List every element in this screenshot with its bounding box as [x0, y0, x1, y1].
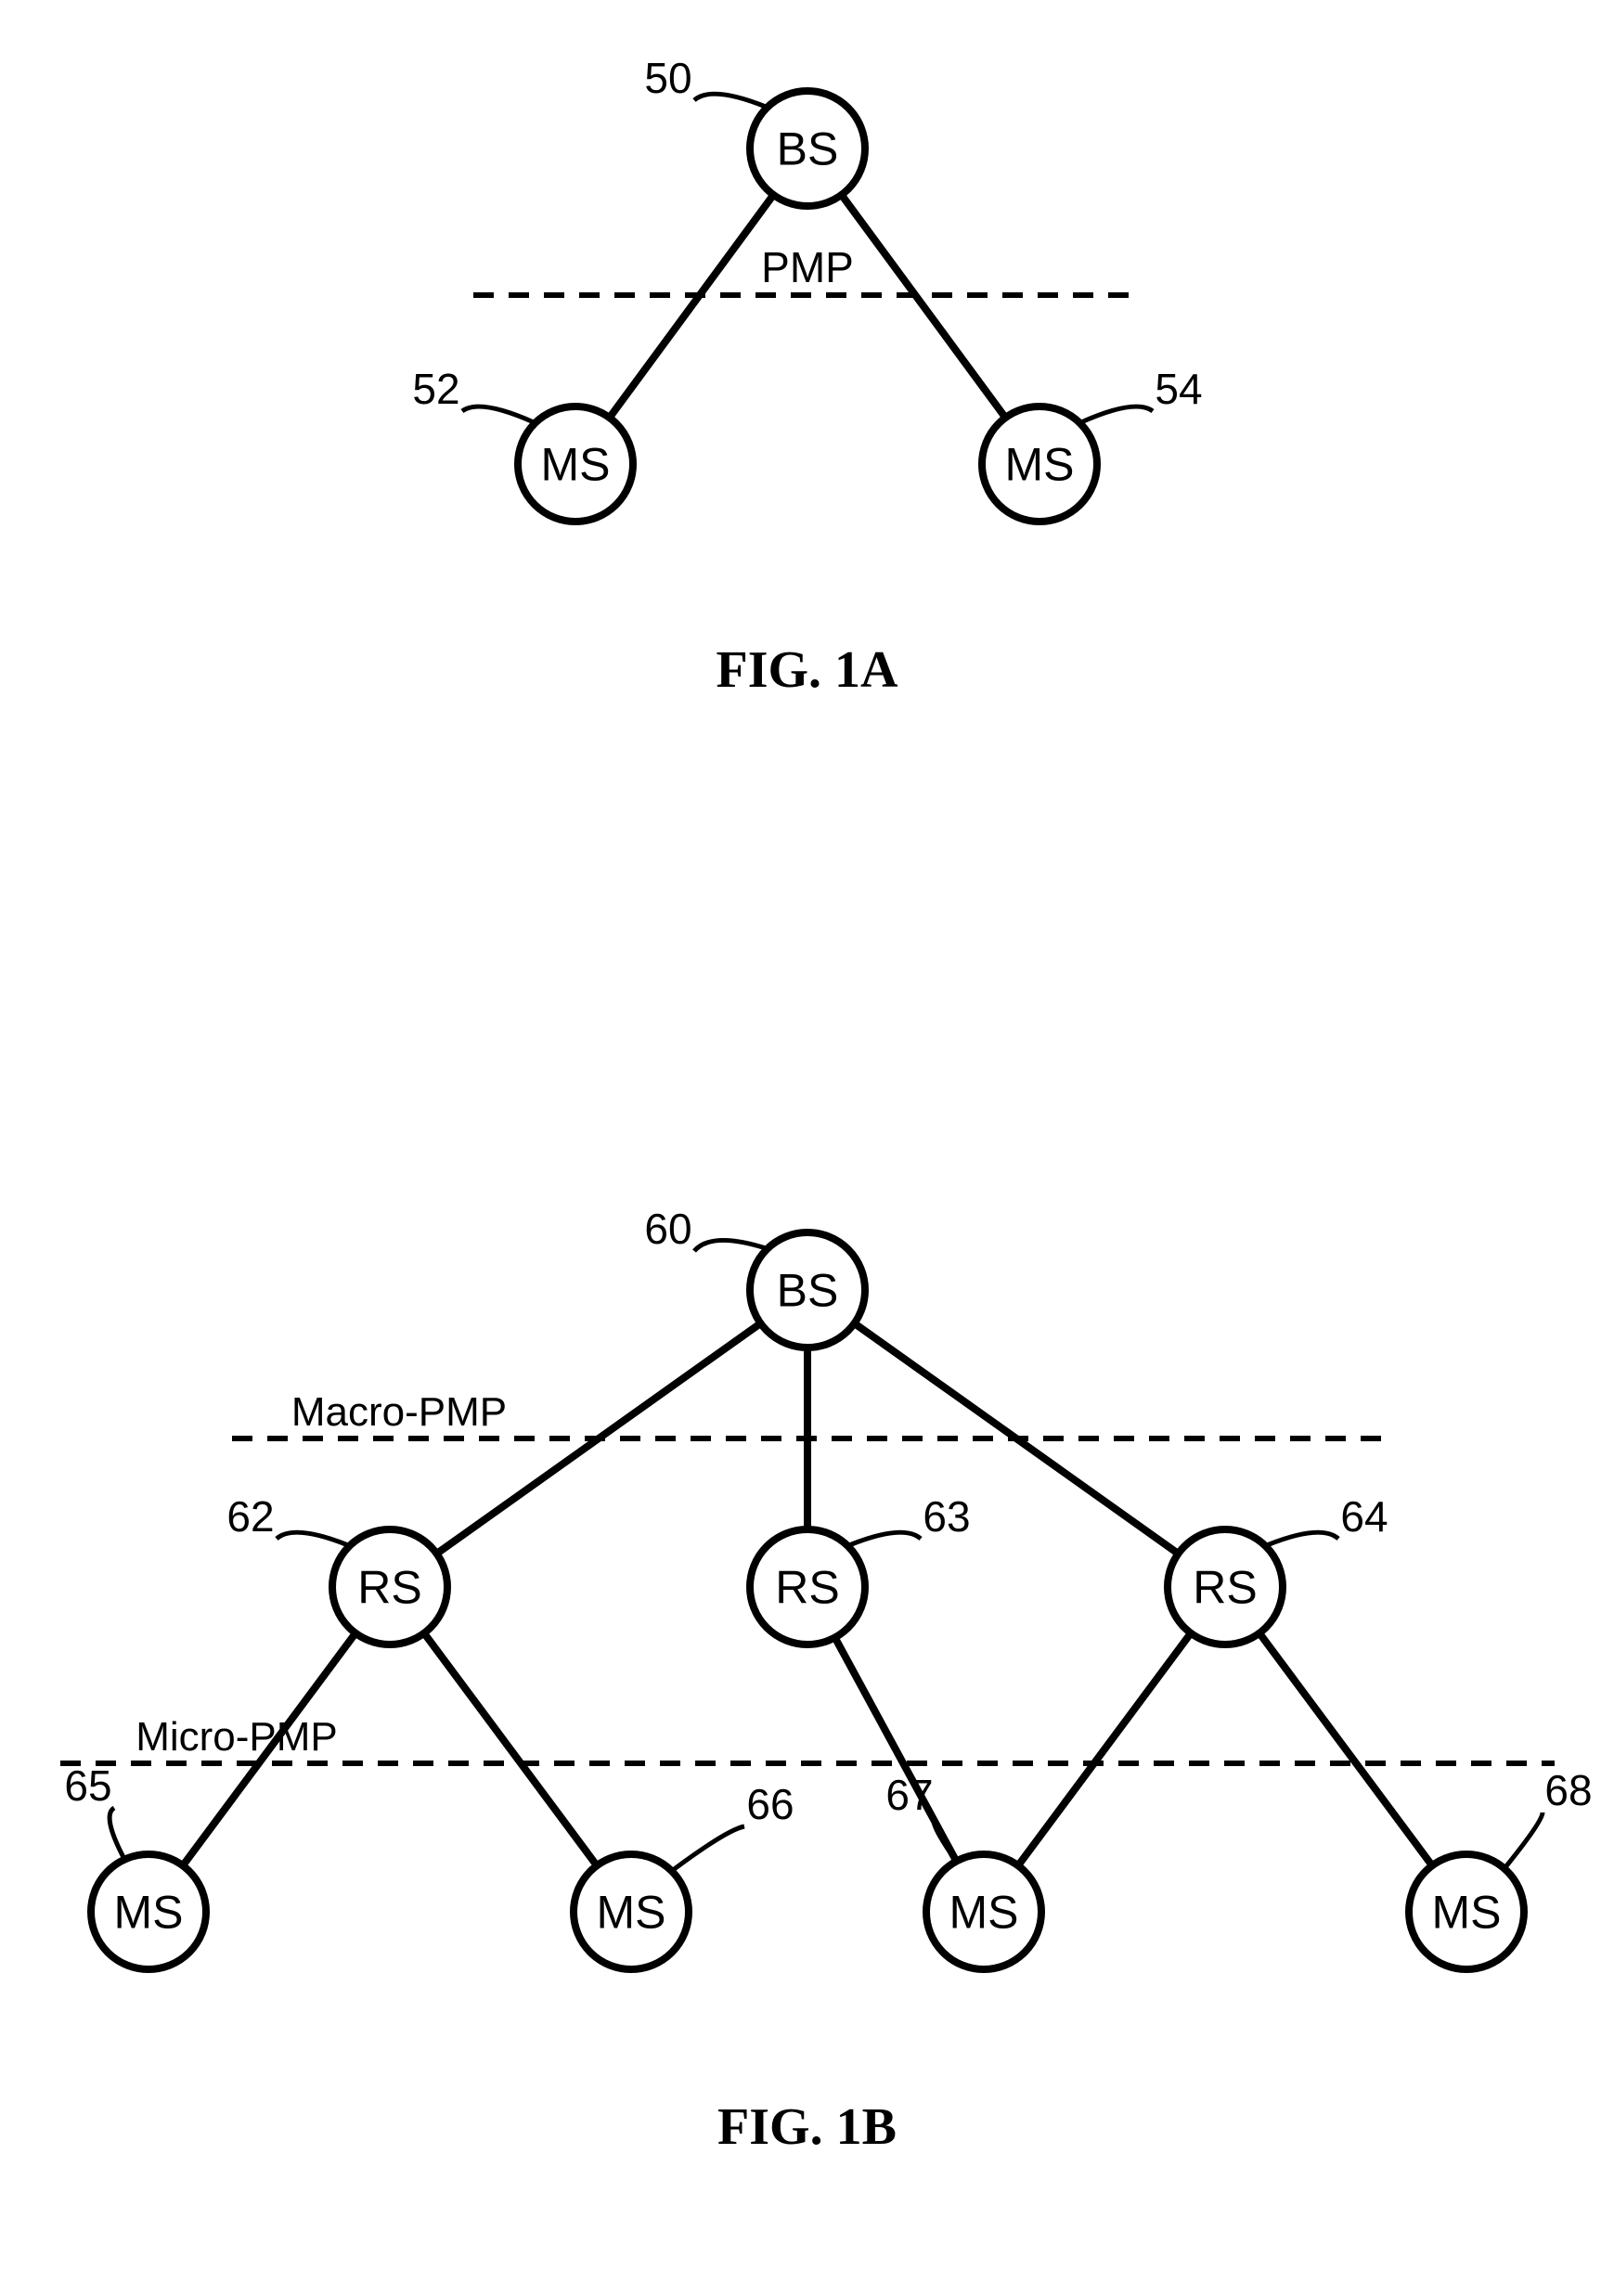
node-label: RS [357, 1562, 421, 1614]
ref-leader [1267, 1532, 1338, 1545]
edge [1259, 1633, 1432, 1865]
node-label: MS [949, 1887, 1019, 1939]
node-label: RS [775, 1562, 839, 1614]
ref-number: 65 [64, 1761, 111, 1810]
node-label: RS [1193, 1562, 1257, 1614]
ref-leader [110, 1808, 125, 1861]
divider-label: PMP [761, 243, 854, 291]
fig-1b-svg: Macro-PMP Micro-PMP BS 60 RS 62 RS 63 RS 64 MS 65 MS… [0, 1197, 1614, 2014]
divider-label: Macro-PMP [291, 1389, 507, 1435]
ref-number: 52 [412, 365, 459, 413]
ref-number: 60 [644, 1205, 691, 1253]
ref-leader [277, 1532, 348, 1545]
edge [835, 1637, 957, 1861]
node-label: MS [541, 439, 611, 491]
ref-number: 62 [226, 1492, 274, 1541]
ref-number: 64 [1340, 1492, 1388, 1541]
ref-leader [694, 1240, 766, 1251]
ref-number: 68 [1544, 1766, 1592, 1814]
ref-number: 67 [885, 1771, 933, 1819]
page: PMP BS 50 MS 52 MS 54 FIG. 1A Macro-PMP Micro-P… [0, 0, 1614, 2296]
ref-number: 50 [644, 54, 691, 102]
divider-label: Micro-PMP [136, 1714, 338, 1760]
ref-number: 54 [1155, 365, 1202, 413]
ref-leader [462, 406, 534, 422]
edge [1018, 1633, 1191, 1865]
fig-1b-caption: FIG. 1B [0, 2097, 1614, 2157]
ref-leader [849, 1532, 921, 1545]
ref-number: 66 [746, 1780, 794, 1828]
ref-leader [1505, 1812, 1543, 1867]
ref-leader [673, 1826, 744, 1870]
fig-1a-svg: PMP BS 50 MS 52 MS 54 [0, 28, 1614, 585]
ref-number: 63 [923, 1492, 970, 1541]
node-label: MS [597, 1887, 666, 1939]
ref-leader [1081, 406, 1153, 422]
node-label: BS [777, 123, 839, 175]
node-label: MS [114, 1887, 184, 1939]
fig-1a-caption: FIG. 1A [0, 640, 1614, 700]
edge [610, 195, 774, 418]
node-label: BS [777, 1265, 839, 1317]
node-label: MS [1432, 1887, 1502, 1939]
edge [424, 1633, 597, 1865]
node-label: MS [1005, 439, 1075, 491]
ref-leader [694, 94, 766, 107]
edge [842, 195, 1006, 418]
